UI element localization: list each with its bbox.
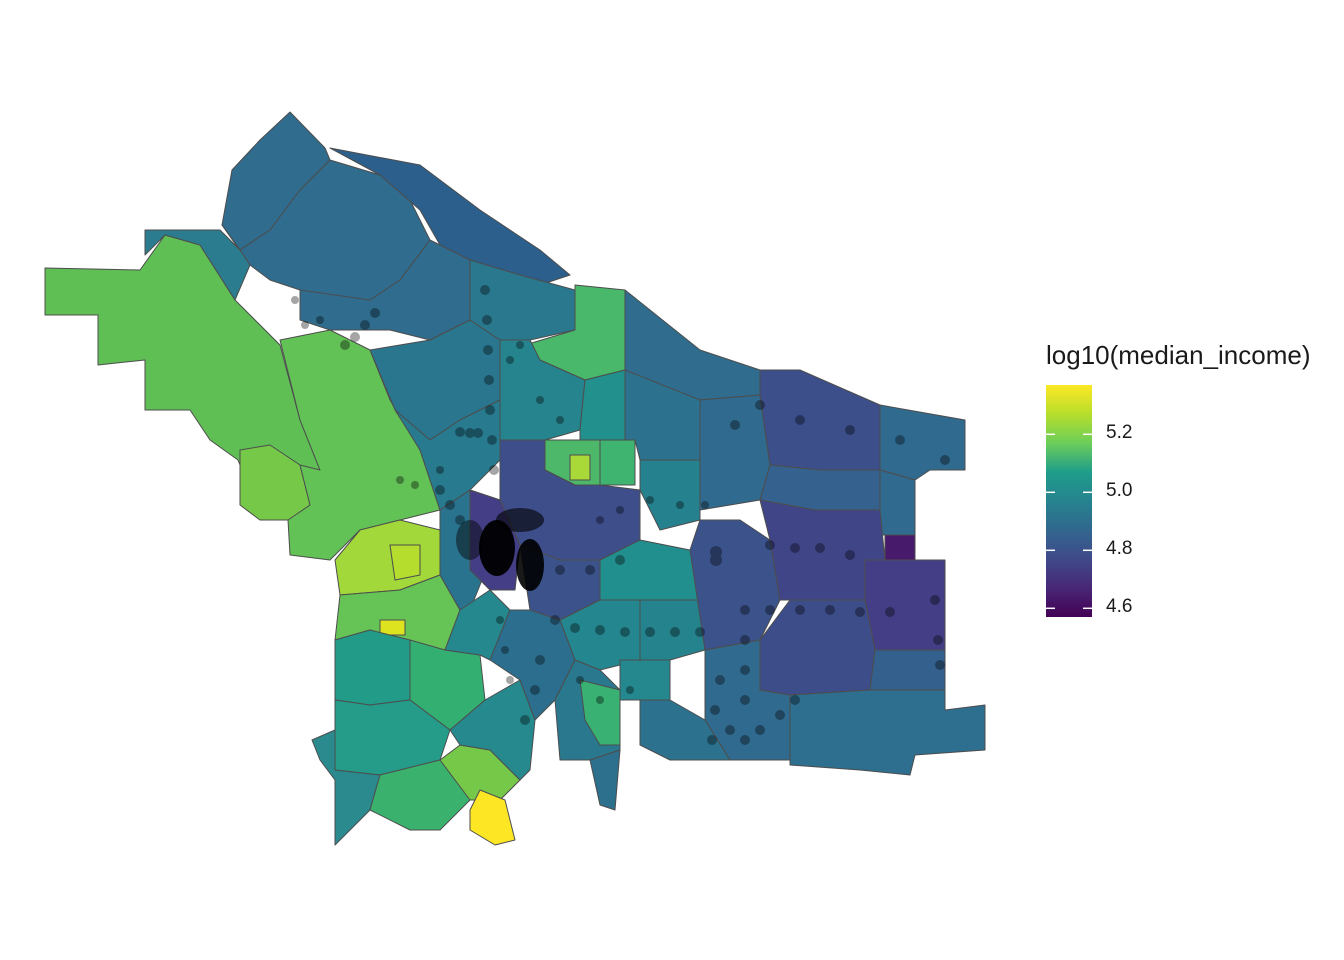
tract — [884, 534, 916, 561]
tract — [864, 559, 946, 651]
tract — [311, 729, 381, 846]
tract — [639, 699, 731, 761]
tract — [639, 599, 706, 661]
tract — [869, 649, 946, 691]
tract — [699, 394, 771, 511]
tract — [579, 369, 626, 441]
tract — [879, 404, 966, 481]
tract — [334, 629, 411, 706]
tract — [469, 259, 576, 341]
tract — [759, 369, 881, 471]
point-cluster — [479, 520, 515, 576]
tract — [599, 439, 636, 486]
legend-tick-label: 5.2 — [1106, 422, 1133, 444]
legend-tick-label: 5.0 — [1106, 480, 1133, 502]
tract-polygons — [44, 111, 986, 846]
tract — [379, 619, 406, 636]
tract — [639, 459, 701, 531]
tract — [144, 229, 251, 301]
legend-tick-label: 4.8 — [1106, 538, 1133, 560]
tract — [619, 659, 671, 701]
tract — [789, 689, 986, 776]
point-cluster — [496, 508, 544, 532]
tract — [569, 454, 591, 481]
point-cluster — [456, 520, 484, 560]
tract — [389, 544, 421, 581]
legend-tick-label: 4.6 — [1106, 596, 1133, 618]
tract — [589, 749, 621, 811]
tract — [579, 679, 621, 746]
tract — [469, 789, 516, 846]
legend-title: log10(median_income) — [1046, 340, 1311, 370]
legend-colorbar — [1046, 385, 1092, 617]
tract — [879, 469, 916, 536]
observation-points — [291, 285, 950, 745]
point-cluster — [516, 539, 544, 591]
